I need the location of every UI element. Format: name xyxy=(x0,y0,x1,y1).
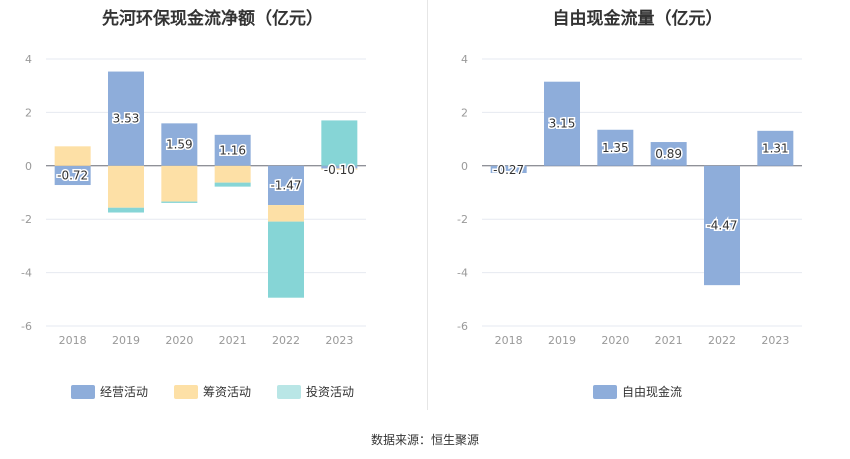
y-tick-label: 0 xyxy=(25,160,32,173)
x-tick-label: 2020 xyxy=(165,334,193,347)
x-tick-label: 2021 xyxy=(655,334,683,347)
bar-自由现金流-2019 xyxy=(544,81,580,166)
chart-title: 先河环保现金流净额（亿元） xyxy=(102,9,323,29)
legend-swatch xyxy=(592,384,617,399)
legend-swatch xyxy=(277,384,301,399)
x-tick-label: 2018 xyxy=(495,334,523,347)
data-label: -4.47 xyxy=(706,218,737,232)
x-tick-label: 2019 xyxy=(548,334,576,347)
y-tick-label: -6 xyxy=(21,320,32,333)
y-tick-label: -2 xyxy=(21,213,32,226)
bar-经营活动-2018 xyxy=(54,165,91,186)
y-tick-label: 4 xyxy=(461,53,468,66)
bar-经营活动-2023 xyxy=(321,165,358,169)
cashflow-net-plot: 4 2 0 -2 -4 -6 -0.72 3.53 1.59 1.16 -1.47 -0.10 2018… xyxy=(21,53,366,347)
x-tick-label: 2020 xyxy=(601,334,629,347)
bar-投资活动-2022 xyxy=(268,221,304,298)
chart-legend: 经营活动 筹资活动 投资活动 xyxy=(0,383,425,400)
legend-swatch xyxy=(70,384,95,399)
y-tick-label: 2 xyxy=(25,106,32,119)
data-label: 1.31 xyxy=(762,141,789,155)
bar-经营活动-2020 xyxy=(161,123,198,166)
data-label: 1.35 xyxy=(602,141,629,155)
data-source-note: 数据来源：恒生聚源 xyxy=(370,433,479,447)
legend-label: 投资活动 xyxy=(306,385,355,399)
y-tick-label: -4 xyxy=(457,267,468,280)
legend-label: 经营活动 xyxy=(99,385,148,399)
bar-筹资活动-2022 xyxy=(268,205,304,222)
bar-经营活动-2022 xyxy=(268,165,304,206)
legend-label: 筹资活动 xyxy=(202,385,251,399)
bar-投资活动-2023 xyxy=(321,120,358,166)
bar-自由现金流-2021 xyxy=(650,142,687,166)
bar-自由现金流-2023 xyxy=(757,130,794,166)
bar-投资活动-2021 xyxy=(214,182,251,187)
bar-自由现金流-2020 xyxy=(597,129,634,166)
y-tick-label: 0 xyxy=(461,160,468,173)
x-tick-label: 2021 xyxy=(219,334,247,347)
legend-item[interactable]: 自由现金流 xyxy=(592,383,682,400)
panel-divider xyxy=(427,0,428,410)
data-label: -0.27 xyxy=(493,163,524,177)
chart-legend: 自由现金流 xyxy=(425,383,850,400)
legend-item[interactable]: 投资活动 xyxy=(277,383,354,400)
data-label: -0.10 xyxy=(324,163,355,177)
bar-经营活动-2019 xyxy=(108,71,144,166)
x-tick-label: 2022 xyxy=(708,334,736,347)
legend-swatch xyxy=(173,384,198,399)
data-label: 3.15 xyxy=(549,117,576,131)
bar-经营活动-2021 xyxy=(214,134,251,166)
y-tick-label: 4 xyxy=(25,53,32,66)
chart-title: 自由现金流量（亿元） xyxy=(552,9,723,29)
legend-item[interactable]: 筹资活动 xyxy=(173,383,251,400)
data-label: -0.72 xyxy=(57,168,88,182)
bar-筹资活动-2021 xyxy=(214,165,251,183)
bar-筹资活动-2019 xyxy=(108,165,144,208)
y-tick-label: 2 xyxy=(461,106,468,119)
y-tick-label: -6 xyxy=(457,320,468,333)
data-label: -1.47 xyxy=(270,178,301,192)
free-cashflow-plot: 4 2 0 -2 -4 -6 -0.27 3.15 1.35 0.89 -4.47 1.31 2018 2… xyxy=(457,53,802,347)
y-tick-label: -2 xyxy=(457,213,468,226)
bar-自由现金流-2022 xyxy=(704,165,740,286)
data-label: 1.59 xyxy=(166,138,193,152)
cashflow-net-chart: 先河环保现金流净额（亿元） 4 2 0 -2 -4 -6 -0.72 3.53 1.59 1.16… xyxy=(0,0,425,410)
x-tick-label: 2022 xyxy=(272,334,300,347)
bar-投资活动-2020 xyxy=(161,201,198,203)
legend-label: 自由现金流 xyxy=(621,385,682,399)
data-label: 1.16 xyxy=(219,143,246,157)
x-tick-label: 2023 xyxy=(325,334,353,347)
y-tick-label: -4 xyxy=(21,267,32,280)
x-tick-label: 2018 xyxy=(59,334,87,347)
x-tick-label: 2019 xyxy=(112,334,140,347)
bar-筹资活动-2023 xyxy=(321,168,358,170)
data-label: 0.89 xyxy=(655,147,682,161)
data-label: 3.53 xyxy=(113,112,140,126)
free-cashflow-chart: 自由现金流量（亿元） 4 2 0 -2 -4 -6 -0.27 3.15 1.35 0.89 -4.… xyxy=(425,0,850,410)
x-tick-label: 2023 xyxy=(761,334,789,347)
legend-item[interactable]: 经营活动 xyxy=(70,383,148,400)
bar-筹资活动-2018 xyxy=(54,146,91,166)
bar-筹资活动-2020 xyxy=(161,165,198,202)
bar-投资活动-2019 xyxy=(108,207,144,213)
bar-自由现金流-2018 xyxy=(490,165,527,174)
